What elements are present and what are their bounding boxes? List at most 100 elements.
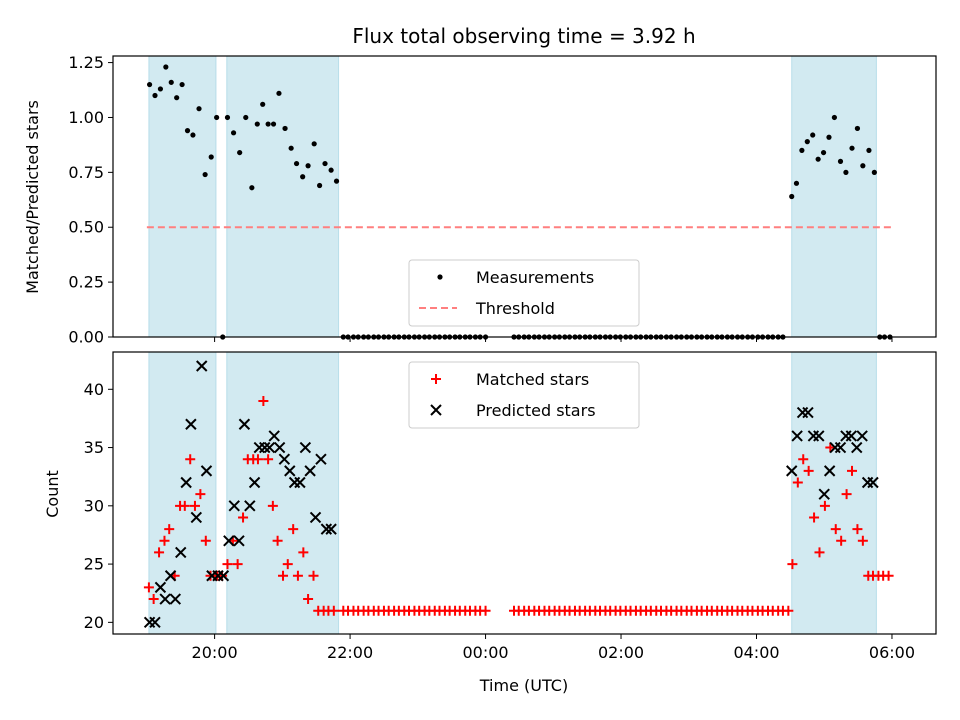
top-series-0-point-2	[157, 86, 164, 92]
top-y-tick-label-0: 0.00	[68, 328, 104, 347]
top-series-0-point-39	[815, 156, 821, 162]
bottom-series-0-point-32	[308, 570, 319, 581]
top-series-0-point-12	[214, 114, 220, 121]
top-series-0-point-30	[316, 182, 323, 189]
bottom-series-2-point-47	[845, 430, 858, 442]
panel-bottom: 20 25 30 35 40 20:00 22:00 00:00 02:00 04:00 06:00…	[84, 351, 937, 662]
bottom-series-2-point-4	[164, 570, 177, 582]
top-series-0-point-17	[243, 114, 249, 121]
y-axis-label-bottom: Count	[43, 470, 62, 518]
bottom-series-0-point-38	[792, 477, 803, 488]
bottom-series-2-point-25	[273, 441, 286, 454]
legend-marker-predicted	[430, 404, 442, 416]
bottom-series-2-point-51	[867, 476, 879, 489]
bottom-series-2-point-41	[813, 430, 825, 442]
bottom-series-0-point-49	[852, 524, 863, 535]
top-series-0-point-43	[837, 158, 844, 164]
top-y-tick-label-2: 0.50	[68, 218, 104, 237]
bottom-series-2-point-26	[278, 453, 291, 465]
bottom-series-0-point-55	[883, 570, 894, 581]
bottom-series-2-point-23	[263, 441, 276, 454]
bottom-series-2-point-19	[244, 500, 256, 512]
legend-label-top-0: Measurements	[476, 268, 594, 287]
top-series-0-point-10	[202, 171, 208, 178]
top-series-0-point-41	[826, 134, 832, 140]
bottom-series-0-point-10	[195, 489, 206, 500]
top-y-tick-label-4: 1.00	[68, 108, 104, 127]
bottom-series-0-point-24	[267, 500, 278, 511]
bottom-series-2-point-7	[180, 476, 192, 489]
bottom-series-0-point-1	[148, 594, 159, 605]
bottom-series-2-point-34	[320, 523, 333, 535]
bottom-series-1-point-83	[783, 605, 794, 616]
bottom-series-2-point-32	[309, 511, 322, 524]
x-axis-label: Time (UTC)	[479, 676, 568, 695]
top-series-0-point-9	[196, 106, 202, 112]
top-series-0-point-49	[871, 169, 877, 175]
bottom-y-tick-label-2: 30	[84, 496, 104, 515]
bottom-series-0-point-4	[164, 524, 175, 535]
bottom-series-0-point-22	[258, 395, 269, 406]
bottom-series-0-point-7	[179, 500, 190, 511]
top-series-0-point-8	[190, 132, 196, 138]
shaded-interval-bottom-1	[226, 351, 340, 635]
top-series-0-point-1	[152, 92, 158, 99]
top-series-0-point-23	[276, 90, 282, 96]
bottom-series-0-point-15	[222, 559, 233, 570]
bottom-series-2-point-8	[185, 418, 197, 430]
bottom-series-2-point-43	[823, 465, 836, 477]
bottom-series-0-point-23	[263, 454, 274, 465]
top-series-0-point-3	[163, 64, 169, 70]
bottom-series-2-point-15	[223, 535, 235, 547]
top-series-0-point-38	[810, 132, 816, 138]
bottom-series-0-point-25	[272, 535, 283, 546]
top-series-0-point-27	[300, 174, 306, 180]
x-tick-label-4: 04:00	[733, 643, 779, 662]
bottom-series-0-point-36	[328, 605, 339, 616]
bottom-series-2-point-2	[154, 581, 167, 594]
bottom-series-2-point-16	[228, 500, 240, 512]
bottom-series-2-point-22	[259, 441, 271, 454]
top-series-0-point-37	[804, 139, 810, 145]
bottom-series-0-point-48	[847, 465, 858, 476]
top-series-0-point-22	[270, 121, 277, 127]
top-series-0-point-26	[293, 160, 300, 167]
bottom-series-0-point-30	[298, 547, 309, 558]
bottom-series-0-point-31	[303, 594, 314, 605]
axes-frame-bottom	[112, 351, 937, 635]
top-series-0-point-42	[831, 114, 837, 121]
bottom-series-2-point-10	[196, 360, 208, 372]
top-series-0-point-45	[849, 145, 855, 151]
bottom-series-2-point-17	[233, 535, 245, 547]
x-tick-label-0: 20:00	[192, 643, 238, 662]
bottom-series-0-point-41	[809, 512, 820, 523]
bottom-series-0-point-9	[189, 500, 200, 511]
x-tick-label-1: 22:00	[327, 643, 373, 662]
bottom-series-0-point-27	[282, 559, 293, 570]
legend-marker-matched	[431, 374, 441, 384]
bottom-series-0-point-46	[836, 535, 847, 546]
bottom-series-2-point-27	[284, 465, 296, 477]
top-y-tick-label-3: 0.75	[68, 163, 104, 182]
top-series-0-point-28	[305, 163, 311, 169]
legend-marker-measurements	[437, 274, 443, 280]
bottom-series-0-point-39	[798, 454, 809, 465]
top-series-0-point-36	[799, 147, 805, 153]
shaded-interval-top-1	[226, 55, 340, 338]
bottom-series-2-point-35	[325, 523, 337, 535]
top-series-0-point-19	[254, 121, 260, 127]
bottom-y-tick-label-4: 40	[84, 380, 104, 399]
top-series-0-point-40	[820, 149, 827, 156]
top-series-0-point-44	[843, 169, 849, 175]
bottom-series-2-point-3	[159, 593, 171, 605]
bottom-series-0-point-29	[292, 570, 303, 581]
bottom-series-0-point-45	[830, 524, 841, 535]
bottom-series-0-point-28	[288, 524, 299, 535]
top-series-0-point-16	[237, 149, 243, 156]
chart-title: Flux total observing time = 3.92 h	[352, 24, 695, 48]
bottom-series-2-point-6	[175, 546, 187, 559]
bottom-series-2-point-11	[200, 465, 213, 477]
y-axis-label-top: Matched/Predicted stars	[23, 100, 42, 294]
top-series-0-point-6	[179, 81, 185, 88]
top-series-0-point-7	[184, 128, 191, 134]
